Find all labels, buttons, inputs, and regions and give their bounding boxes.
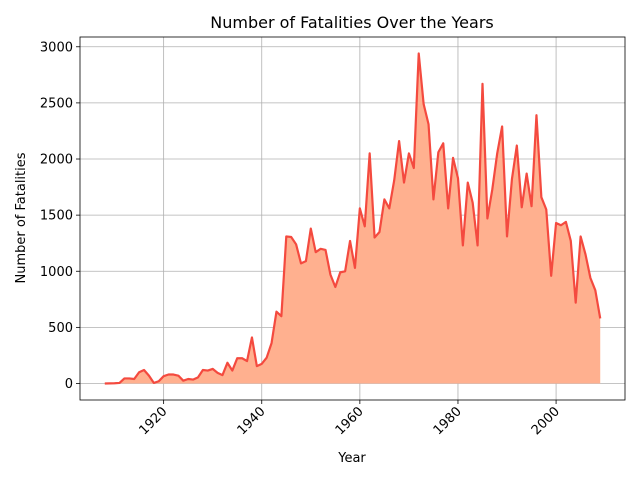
line: [104, 52, 602, 385]
x-tick-label: 1940: [235, 404, 269, 438]
x-tick-label: 1920: [136, 404, 170, 438]
y-axis-label: Number of Fatalities: [14, 152, 29, 283]
x-tick-label: 1980: [431, 404, 465, 438]
y-tick-label: 2500: [40, 96, 73, 111]
x-tick-label: 2000: [529, 404, 563, 438]
y-tick-label: 1500: [40, 209, 73, 224]
x-axis-label: Year: [337, 451, 366, 466]
area: [104, 53, 601, 384]
y-tick-label: 2000: [40, 153, 73, 168]
chart-title: Number of Fatalities Over the Years: [210, 13, 493, 32]
y-tick-label: 0: [65, 377, 73, 392]
y-tick-label: 3000: [40, 40, 73, 55]
y-tick-label: 500: [48, 321, 73, 336]
y-tick-label: 1000: [40, 265, 73, 280]
x-tick-label: 1960: [333, 404, 367, 438]
plot-frame: [79, 36, 626, 401]
